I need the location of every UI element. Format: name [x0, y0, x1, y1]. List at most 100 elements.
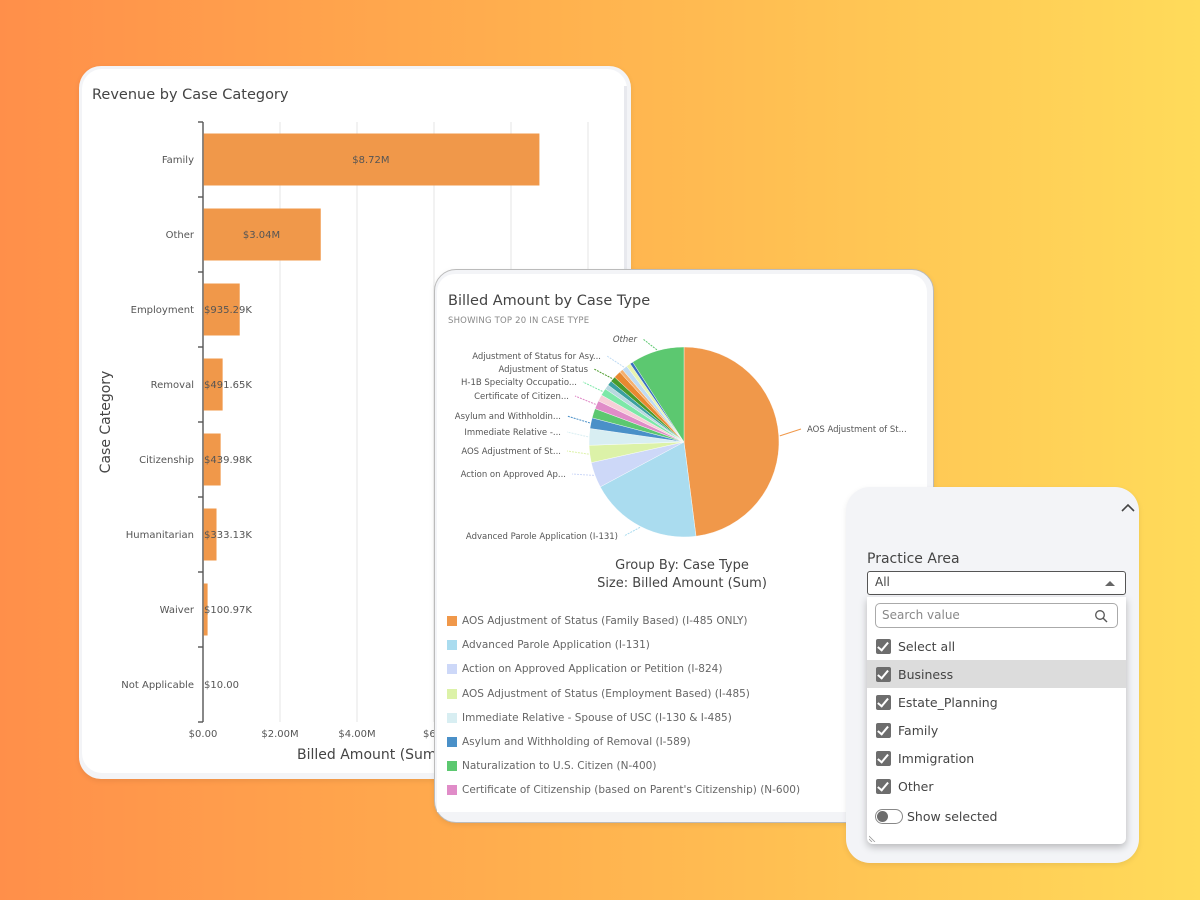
legend-swatch	[447, 616, 457, 627]
x-axis-title: Billed Amount (Sum)	[297, 747, 442, 763]
y-axis-title: Case Category	[98, 371, 114, 474]
card-title: Billed Amount by Case Type	[448, 293, 651, 309]
search-icon[interactable]	[1094, 609, 1108, 623]
checkbox-checked-icon[interactable]	[876, 666, 891, 682]
legend-label: Advanced Parole Application (I-131)	[462, 639, 650, 652]
practice-area-select[interactable]: All	[867, 571, 1126, 595]
option-label: Other	[898, 778, 934, 794]
pie-slice[interactable]	[599, 441, 697, 538]
slice-label: Asylum and Withholdin...	[455, 412, 561, 422]
option-business[interactable]: Business	[867, 660, 1126, 688]
legend-item[interactable]: Naturalization to U.S. Citizen (N-400)	[447, 754, 917, 778]
slice-label: Certificate of Citizen...	[474, 392, 569, 402]
legend-item[interactable]: Immediate Relative - Parent of USC (I-13…	[447, 803, 917, 810]
checkbox-checked-icon[interactable]	[876, 638, 891, 654]
checkbox-checked-icon[interactable]	[876, 778, 891, 794]
option-select-all[interactable]: Select all	[867, 632, 1126, 660]
leader-line	[623, 526, 641, 537]
slice-label: AOS Adjustment of St...	[461, 447, 561, 457]
legend-item[interactable]: Immediate Relative - Spouse of USC (I-13…	[447, 706, 917, 730]
legend-label: AOS Adjustment of Status (Family Based) …	[462, 615, 748, 628]
value-label: $100.97K	[204, 605, 252, 616]
category-label: Humanitarian	[126, 530, 194, 541]
card-title: Revenue by Case Category	[92, 87, 289, 103]
search-input[interactable]	[882, 604, 1082, 626]
category-label: Employment	[131, 305, 194, 316]
category-label: Family	[162, 155, 194, 166]
legend-swatch	[447, 664, 457, 675]
pie-legend[interactable]: AOS Adjustment of Status (Family Based) …	[447, 609, 917, 809]
card-subtitle: SHOWING TOP 20 IN CASE TYPE	[448, 316, 590, 326]
value-label: $8.72M	[352, 155, 389, 166]
chevron-up-icon[interactable]	[1119, 501, 1137, 515]
legend-item[interactable]: AOS Adjustment of Status (Family Based) …	[447, 609, 917, 633]
checkbox-checked-icon[interactable]	[876, 722, 891, 738]
category-label: Waiver	[160, 605, 195, 616]
option-label: Business	[898, 666, 954, 682]
legend-swatch	[447, 785, 457, 796]
bar-waiver[interactable]	[203, 583, 208, 636]
leader-line	[582, 381, 603, 392]
bar-family[interactable]	[203, 133, 540, 186]
category-label: Removal	[151, 380, 194, 391]
legend-label: Action on Approved Application or Petiti…	[462, 663, 723, 676]
legend-swatch	[447, 640, 457, 651]
legend-item[interactable]: AOS Adjustment of Status (Employment Bas…	[447, 682, 917, 706]
option-immigration[interactable]: Immigration	[867, 744, 1126, 772]
legend-item[interactable]: Asylum and Withholding of Removal (I-589…	[447, 730, 917, 754]
leader-line	[779, 428, 802, 437]
bar-humanitarian[interactable]	[203, 508, 217, 561]
category-label: Not Applicable	[121, 680, 194, 691]
leader-line	[574, 395, 596, 405]
leader-line	[606, 355, 625, 368]
show-selected-label: Show selected	[907, 809, 998, 824]
billed-amount-by-case-type-card: Billed Amount by Case Type SHOWING TOP 2…	[434, 269, 934, 823]
leader-line	[593, 368, 613, 379]
option-label: Estate_Planning	[898, 694, 998, 710]
checkbox-checked-icon[interactable]	[876, 750, 891, 766]
bar-removal[interactable]	[203, 358, 223, 411]
value-label: $3.04M	[243, 230, 280, 241]
bar-employment[interactable]	[203, 283, 240, 336]
legend-label: Immediate Relative - Spouse of USC (I-13…	[462, 711, 732, 724]
slice-label: Advanced Parole Application (I-131)	[466, 532, 618, 542]
value-label: $10.00	[204, 680, 239, 691]
slice-label: Other	[613, 335, 638, 345]
legend-swatch	[447, 712, 457, 723]
pie-slice[interactable]	[632, 346, 685, 443]
selected-value: All	[875, 575, 890, 589]
legend-item[interactable]: Certificate of Citizenship (based on Par…	[447, 778, 917, 802]
pie-slice[interactable]	[683, 346, 780, 537]
resize-handle-icon[interactable]	[869, 834, 877, 842]
slice-label: Adjustment of Status for Asy...	[472, 352, 601, 362]
practice-area-dropdown: Select all Business Estate_Planning Family I…	[867, 597, 1126, 844]
option-other[interactable]: Other	[867, 772, 1126, 800]
option-family[interactable]: Family	[867, 716, 1126, 744]
legend-label: Asylum and Withholding of Removal (I-589…	[462, 736, 691, 749]
slice-label: H-1B Specialty Occupatio...	[461, 378, 577, 388]
category-label: Citizenship	[139, 455, 194, 466]
practice-area-filter-card: Practice Area All Select all Business Esta…	[846, 487, 1139, 863]
value-label: $935.29K	[204, 305, 252, 316]
legend-item[interactable]: Action on Approved Application or Petiti…	[447, 657, 917, 681]
show-selected-toggle[interactable]: Show selected	[875, 809, 997, 824]
legend-item[interactable]: Advanced Parole Application (I-131)	[447, 633, 917, 657]
slice-label: AOS Adjustment of St...	[807, 425, 907, 435]
leader-line	[566, 415, 591, 424]
slice-label: Adjustment of Status	[499, 365, 589, 375]
legend-swatch	[447, 688, 457, 699]
pie-chart: AOS Adjustment of St... Advanced Parole A…	[455, 335, 907, 542]
option-estate-planning[interactable]: Estate_Planning	[867, 688, 1126, 716]
x-tick-label: $0.00	[189, 729, 218, 740]
x-tick-label: $4.00M	[338, 729, 375, 740]
leader-line	[566, 450, 589, 455]
bar-other[interactable]	[203, 208, 321, 261]
legend-swatch	[447, 737, 457, 748]
checkbox-checked-icon[interactable]	[876, 694, 891, 710]
bar-citizenship[interactable]	[203, 433, 221, 486]
option-label: Family	[898, 722, 939, 738]
search-field[interactable]	[875, 603, 1118, 628]
value-label: $491.65K	[204, 380, 252, 391]
leader-line	[566, 431, 589, 438]
toggle-switch[interactable]	[875, 809, 903, 824]
